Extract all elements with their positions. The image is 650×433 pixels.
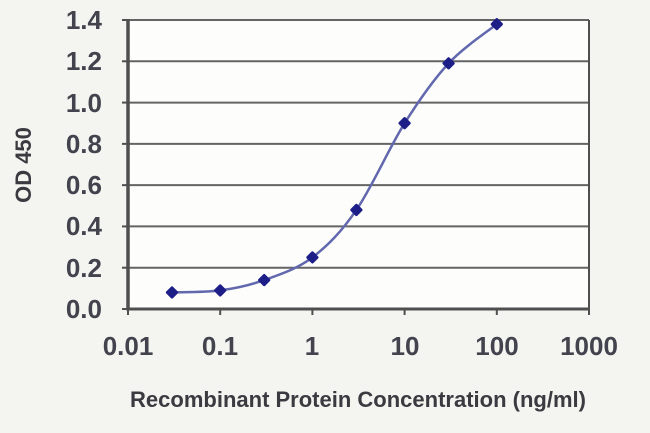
x-tick-label: 1 xyxy=(304,331,320,361)
x-axis-title: Recombinant Protein Concentration (ng/ml… xyxy=(130,387,586,412)
y-tick-label: 1.2 xyxy=(65,46,102,76)
y-tick-label: 0.6 xyxy=(65,170,102,200)
plot-area-background xyxy=(128,20,589,309)
y-tick-label: 0.2 xyxy=(65,253,102,283)
y-tick-label: 0.4 xyxy=(65,211,102,241)
y-tick-label: 0.0 xyxy=(65,294,102,324)
x-tick-label: 0.01 xyxy=(102,331,154,361)
x-tick-label: 1000 xyxy=(560,331,618,361)
x-tick-label: 10 xyxy=(390,331,420,361)
y-tick-label: 1.4 xyxy=(65,5,102,35)
y-tick-label: 1.0 xyxy=(65,88,102,118)
x-tick-label: 100 xyxy=(475,331,519,361)
x-tick-label: 0.1 xyxy=(201,331,239,361)
y-tick-label: 0.8 xyxy=(65,129,102,159)
y-axis-title: OD 450 xyxy=(11,127,36,203)
